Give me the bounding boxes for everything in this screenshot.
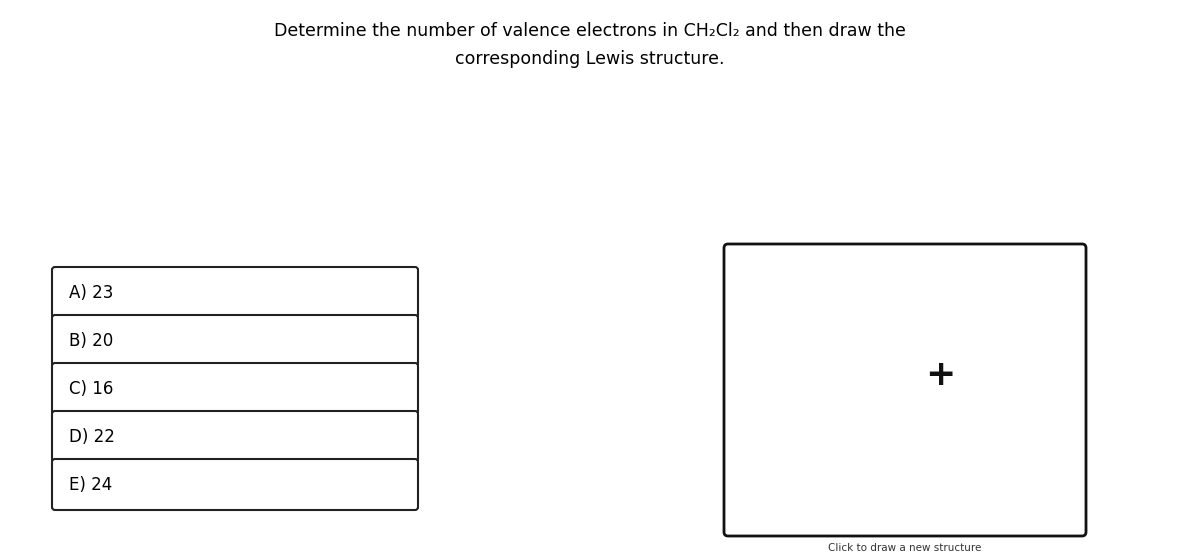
Text: D) 22: D) 22: [70, 428, 115, 446]
FancyBboxPatch shape: [724, 244, 1086, 536]
Text: Determine the number of valence electrons in CH₂Cl₂ and then draw the: Determine the number of valence electron…: [274, 22, 906, 40]
FancyBboxPatch shape: [52, 267, 418, 318]
Text: C) 16: C) 16: [70, 380, 113, 397]
FancyBboxPatch shape: [52, 459, 418, 510]
Text: +: +: [925, 358, 955, 392]
FancyBboxPatch shape: [52, 411, 418, 462]
FancyBboxPatch shape: [52, 363, 418, 414]
Text: corresponding Lewis structure.: corresponding Lewis structure.: [455, 50, 725, 68]
Text: A) 23: A) 23: [70, 283, 113, 301]
Text: Click to draw a new structure: Click to draw a new structure: [828, 543, 982, 553]
FancyBboxPatch shape: [52, 315, 418, 366]
Text: E) 24: E) 24: [70, 476, 113, 494]
Text: B) 20: B) 20: [70, 331, 113, 349]
